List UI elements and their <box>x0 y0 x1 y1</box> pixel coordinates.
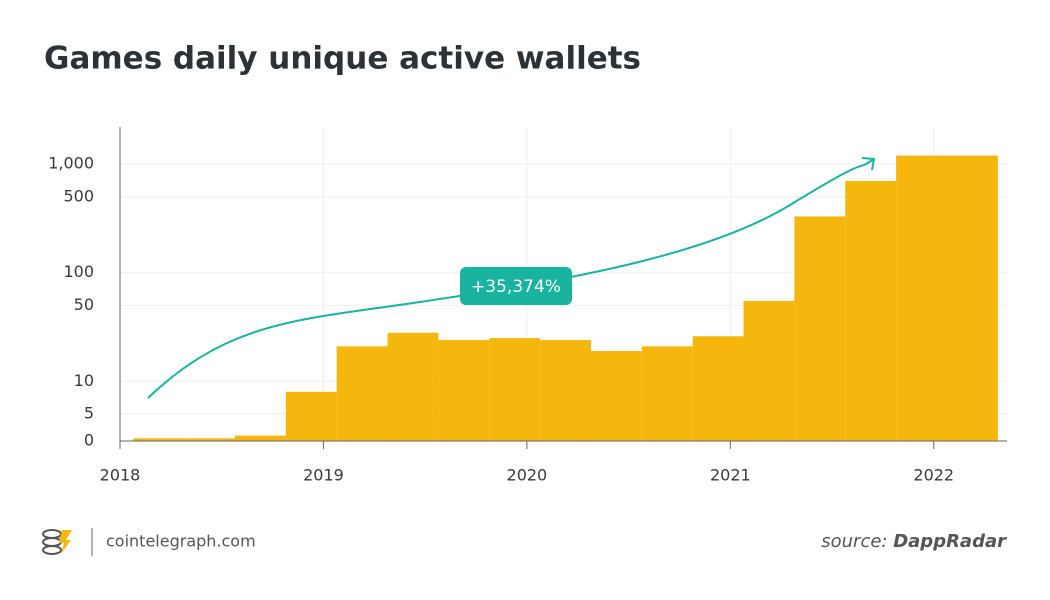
y-tick-label: 0 <box>84 431 94 450</box>
y-tick-label: 10 <box>74 371 94 390</box>
bar <box>896 155 947 442</box>
bar <box>946 155 998 442</box>
y-tick-label: 5 <box>84 404 94 423</box>
x-tick-label: 2020 <box>507 466 548 485</box>
bar <box>438 340 490 441</box>
bar <box>489 338 541 441</box>
y-tick-label: 1,000 <box>48 154 94 173</box>
bar <box>743 300 795 441</box>
bar <box>692 336 744 441</box>
bar <box>234 435 286 441</box>
bar <box>336 346 388 441</box>
footer-site: cointelegraph.com <box>106 532 256 551</box>
bar <box>540 340 591 441</box>
arrow-head <box>861 157 876 171</box>
bar <box>285 391 337 441</box>
footer-logo <box>42 528 93 556</box>
x-tick-label: 2021 <box>710 466 751 485</box>
trend-arrow <box>147 158 875 399</box>
source-label: source: <box>821 531 887 552</box>
x-tick-label: 2019 <box>303 466 344 485</box>
x-tick-label: 2022 <box>913 466 954 485</box>
chart-title: Games daily unique active wallets <box>44 41 641 77</box>
x-tick-label: 2018 <box>100 466 141 485</box>
bar <box>590 351 642 441</box>
annotation: +35,374% <box>471 277 561 297</box>
bar <box>133 438 185 441</box>
footer-source: source: DappRadar <box>821 531 1007 552</box>
annotation-box <box>460 267 572 305</box>
bar <box>387 332 439 441</box>
bar <box>184 438 235 441</box>
bar <box>794 216 846 441</box>
y-tick-label: 100 <box>63 262 94 281</box>
bar <box>641 346 693 441</box>
y-tick-label: 500 <box>63 186 94 205</box>
y-tick-label: 50 <box>74 295 94 314</box>
source-name: DappRadar <box>893 531 1007 552</box>
bar <box>845 180 897 441</box>
